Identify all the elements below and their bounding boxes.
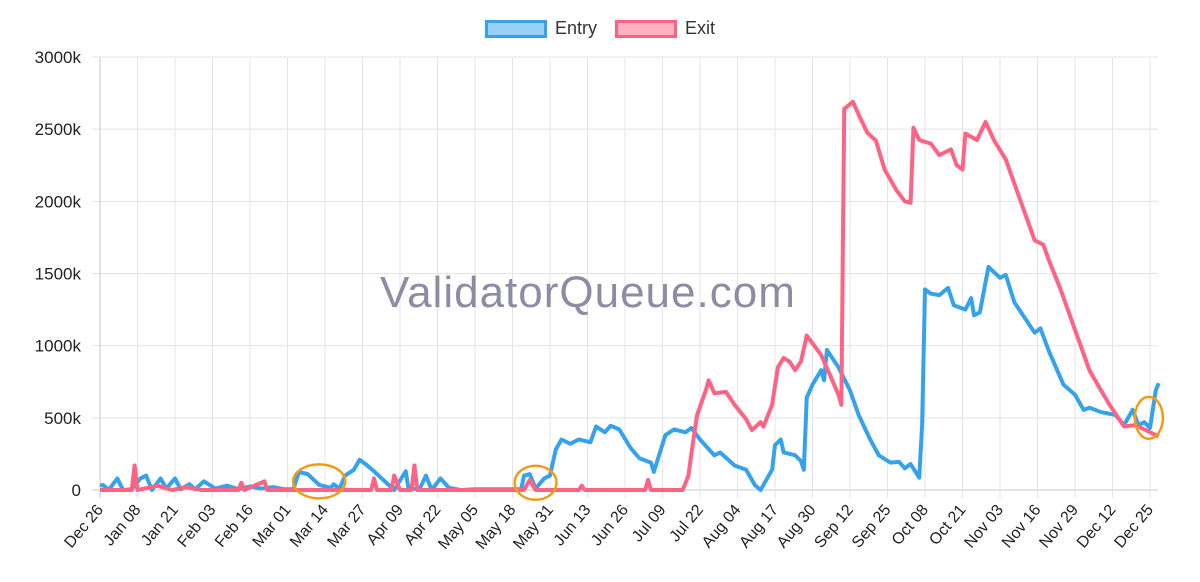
x-tick-label: Feb 03 xyxy=(175,502,220,551)
x-tick-label: Oct 08 xyxy=(889,502,932,549)
annotation-ellipse xyxy=(513,464,558,502)
legend-item-exit[interactable]: Exit xyxy=(615,18,715,39)
x-tick-label: Sep 12 xyxy=(811,502,857,552)
x-tick-label: Jul 09 xyxy=(629,502,670,546)
x-tick-label: Sep 25 xyxy=(849,502,895,552)
x-tick-label: Jun 13 xyxy=(551,502,595,550)
x-tick-label: Mar 14 xyxy=(287,502,332,551)
y-tick-label: 1500k xyxy=(35,265,82,284)
x-tick-label: Dec 26 xyxy=(61,502,107,552)
x-tick-label: Aug 30 xyxy=(774,502,820,552)
legend: Entry Exit xyxy=(0,18,1200,39)
legend-swatch-entry xyxy=(484,19,547,38)
y-tick-label: 3000k xyxy=(35,48,82,67)
x-tick-label: Dec 25 xyxy=(1111,502,1157,552)
x-tick-label: Dec 12 xyxy=(1074,502,1120,552)
x-tick-label: Nov 03 xyxy=(961,502,1007,552)
y-tick-label: 500k xyxy=(44,409,81,428)
legend-swatch-exit xyxy=(615,19,677,38)
x-tick-label: Mar 27 xyxy=(325,502,370,551)
x-tick-label: Jan 08 xyxy=(101,502,145,550)
y-tick-label: 0 xyxy=(72,481,81,500)
legend-label-exit: Exit xyxy=(685,18,716,38)
x-tick-label: Nov 29 xyxy=(1036,502,1082,552)
x-tick-label: Jun 26 xyxy=(588,502,632,550)
y-tick-label: 2000k xyxy=(35,192,82,211)
x-tick-label: Jan 21 xyxy=(138,502,182,550)
x-tick-label: Aug 17 xyxy=(736,502,782,552)
y-tick-label: 2500k xyxy=(35,120,82,139)
annotation-ellipse xyxy=(1133,395,1165,441)
x-tick-label: Nov 16 xyxy=(999,502,1045,552)
x-tick-label: Aug 04 xyxy=(699,502,745,552)
watermark: ValidatorQueue.com xyxy=(380,268,796,317)
x-tick-label: May 05 xyxy=(435,502,482,553)
y-tick-label: 1000k xyxy=(35,337,82,356)
x-tick-label: Apr 09 xyxy=(364,502,407,549)
annotation-ellipse xyxy=(291,463,347,500)
x-tick-label: May 18 xyxy=(473,502,520,553)
legend-label-entry: Entry xyxy=(554,18,597,38)
legend-item-entry[interactable]: Entry xyxy=(484,18,597,39)
x-tick-label: Mar 01 xyxy=(250,502,295,551)
x-tick-label: May 31 xyxy=(510,502,557,553)
x-tick-label: Feb 16 xyxy=(212,502,257,551)
